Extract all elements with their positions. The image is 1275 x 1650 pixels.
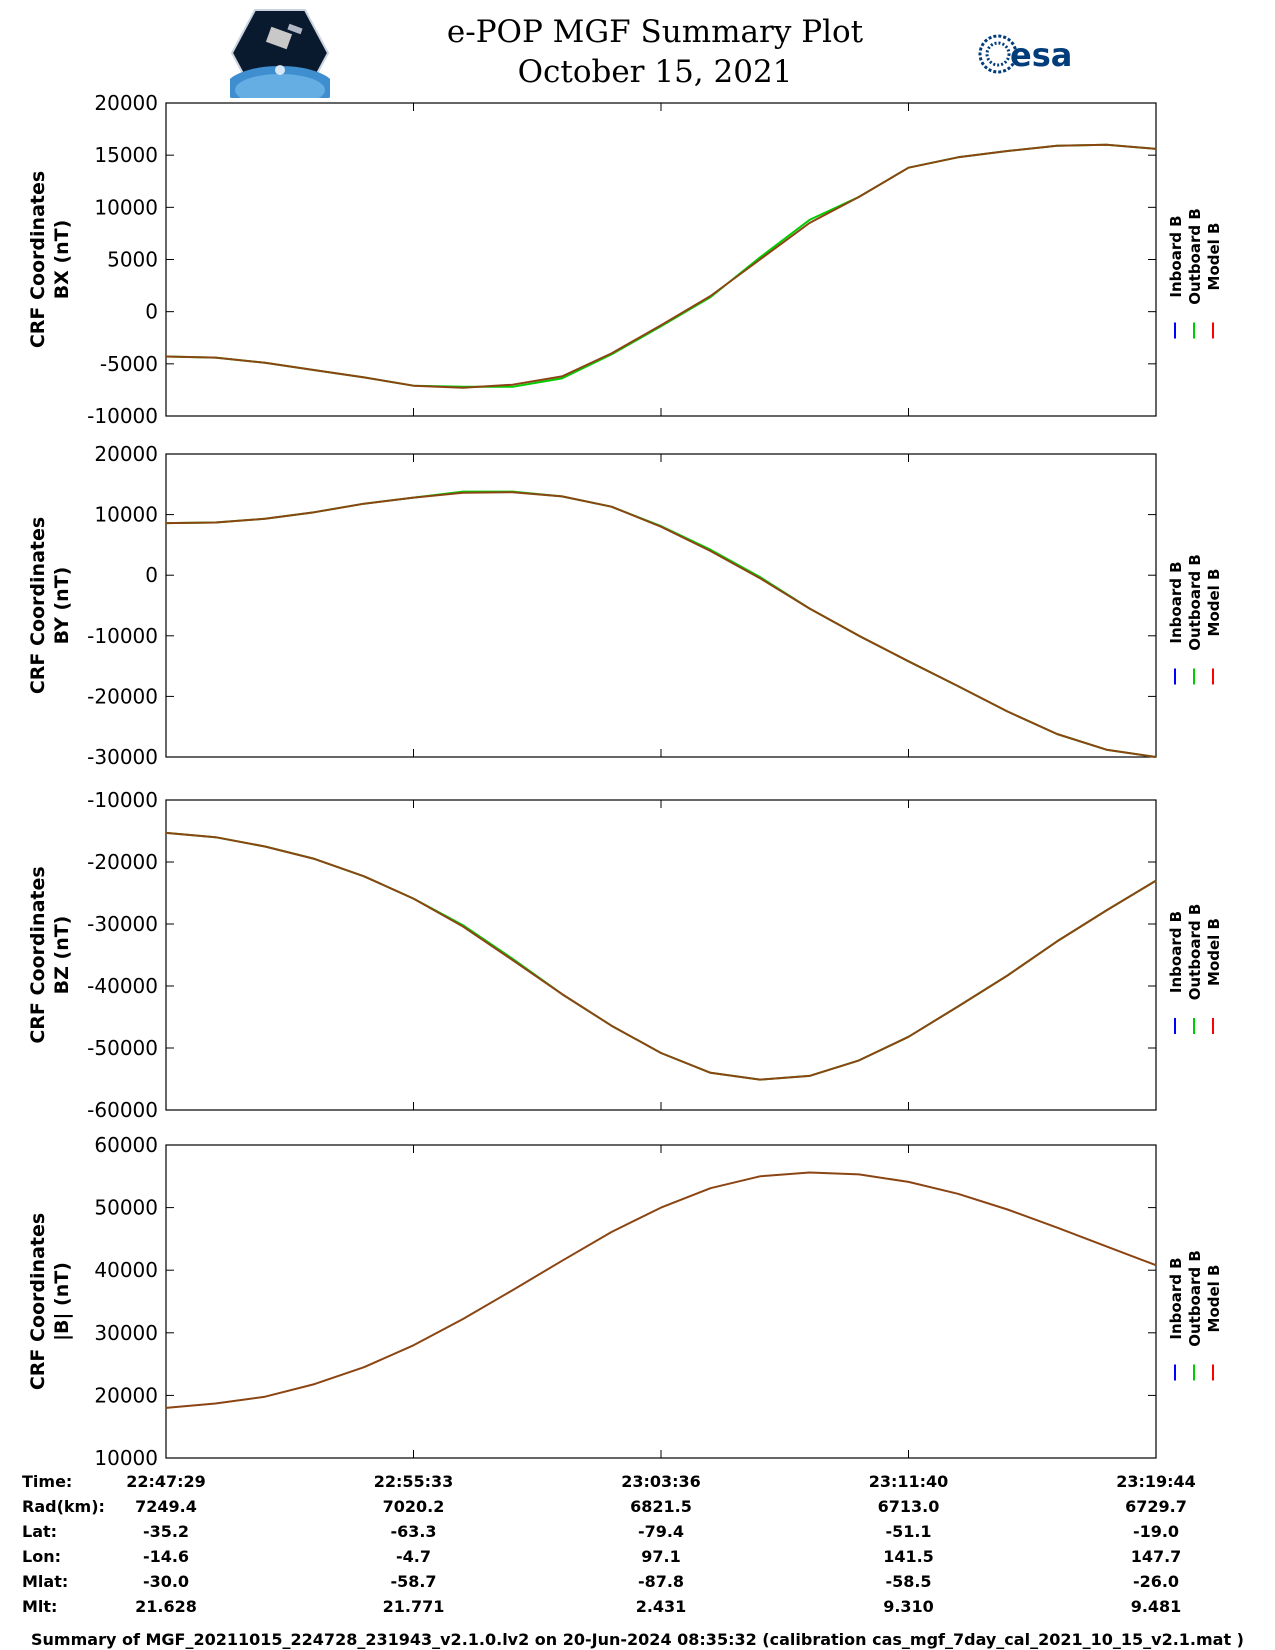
ephemeris-row-label: Mlat:: [22, 1572, 68, 1591]
ephemeris-value: 21.628: [135, 1597, 197, 1616]
ephemeris-row-label: Rad(km):: [22, 1497, 105, 1516]
esa-logo-text: esa: [1010, 36, 1072, 74]
legend-label: Inboard B: [1167, 561, 1185, 643]
y-tick-label: 0: [145, 300, 158, 324]
plot-title: e-POP MGF Summary Plot: [446, 14, 864, 50]
y-tick-label: -30000: [87, 912, 158, 936]
series-line-model-b: [165, 491, 1157, 758]
y-tick-label: 20000: [94, 442, 158, 466]
series-line-model-b: [165, 143, 1157, 389]
series-line-outboard-b: [165, 143, 1157, 388]
y-axis-label: CRF Coordinates: [27, 171, 49, 348]
y-tick-label: 0: [145, 563, 158, 587]
legend-label: Inboard B: [1167, 911, 1185, 993]
ephemeris-row-label: Lon:: [22, 1547, 61, 1566]
y-axis-label: BZ (nT): [51, 916, 73, 995]
y-tick-label: -20000: [87, 850, 158, 874]
ephemeris-value: -19.0: [1133, 1522, 1179, 1541]
ephemeris-value: -51.1: [885, 1522, 931, 1541]
series-line-model-b: [165, 831, 1157, 1081]
y-tick-label: -60000: [87, 1098, 158, 1122]
y-axis-label: CRF Coordinates: [27, 866, 49, 1043]
ephemeris-value: 141.5: [883, 1547, 934, 1566]
series-line-model-b: [165, 1171, 1157, 1409]
ephemeris-value: 23:03:36: [621, 1472, 701, 1491]
ephemeris-value: -30.0: [143, 1572, 189, 1591]
ephemeris-value: 6729.7: [1125, 1497, 1187, 1516]
ephemeris-value: -79.4: [638, 1522, 684, 1541]
ephemeris-row-label: Lat:: [22, 1522, 57, 1541]
y-tick-label: 5000: [107, 248, 158, 272]
y-axis-label: |B| (nT): [51, 1262, 73, 1341]
y-axis-label: BX (nT): [51, 220, 73, 300]
ephemeris-value: -26.0: [1133, 1572, 1179, 1591]
legend-label: Outboard B: [1186, 208, 1204, 305]
ephemeris-value: -35.2: [143, 1522, 189, 1541]
legend-label: Inboard B: [1167, 1257, 1185, 1339]
y-tick-label: -5000: [100, 352, 158, 376]
cassiope-satellite-logo: [230, 9, 330, 98]
footer-caption: Summary of MGF_20211015_224728_231943_v2…: [31, 1630, 1244, 1649]
legend-label: Model B: [1205, 918, 1223, 986]
series-line-outboard-b: [165, 490, 1157, 758]
y-tick-label: -30000: [87, 745, 158, 769]
y-axis-label: CRF Coordinates: [27, 1213, 49, 1390]
y-tick-label: -10000: [87, 624, 158, 648]
y-tick-label: 30000: [94, 1321, 158, 1345]
ephemeris-value: 9.310: [883, 1597, 934, 1616]
legend-label: Outboard B: [1186, 1250, 1204, 1347]
legend-label: Outboard B: [1186, 554, 1204, 651]
ephemeris-value: 6821.5: [630, 1497, 692, 1516]
y-tick-label: 10000: [94, 195, 158, 219]
ephemeris-value: -87.8: [638, 1572, 684, 1591]
y-tick-label: 10000: [94, 503, 158, 527]
ephemeris-value: 22:47:29: [126, 1472, 206, 1491]
ephemeris-value: 7020.2: [383, 1497, 445, 1516]
y-tick-label: 15000: [94, 143, 158, 167]
ephemeris-value: 2.431: [636, 1597, 687, 1616]
ephemeris-value: 97.1: [641, 1547, 680, 1566]
y-tick-label: -20000: [87, 684, 158, 708]
ephemeris-value: -58.7: [390, 1572, 436, 1591]
y-tick-label: -10000: [87, 788, 158, 812]
y-tick-label: -40000: [87, 974, 158, 998]
ephemeris-row-label: Mlt:: [22, 1597, 57, 1616]
legend-label: Inboard B: [1167, 215, 1185, 297]
ephemeris-value: 22:55:33: [374, 1472, 454, 1491]
y-tick-label: -10000: [87, 404, 158, 428]
esa-logo: esa: [978, 34, 1072, 74]
ephemeris-value: -63.3: [390, 1522, 436, 1541]
series-line-outboard-b: [165, 831, 1157, 1081]
ephemeris-value: 21.771: [383, 1597, 445, 1616]
ephemeris-value: -14.6: [143, 1547, 189, 1566]
y-tick-label: -50000: [87, 1036, 158, 1060]
ephemeris-row-label: Time:: [22, 1472, 72, 1491]
plot-frame-1: [165, 102, 1157, 417]
ephemeris-value: 9.481: [1131, 1597, 1182, 1616]
y-tick-label: 40000: [94, 1258, 158, 1282]
plot-frame-4: [165, 1144, 1157, 1459]
ephemeris-value: 6713.0: [878, 1497, 940, 1516]
ephemeris-value: -4.7: [396, 1547, 431, 1566]
ephemeris-value: 147.7: [1131, 1547, 1182, 1566]
y-axis-label: CRF Coordinates: [27, 517, 49, 694]
ephemeris-value: 7249.4: [135, 1497, 197, 1516]
y-tick-label: 50000: [94, 1196, 158, 1220]
legend-label: Model B: [1205, 223, 1223, 291]
y-axis-label: BY (nT): [51, 567, 73, 645]
ephemeris-value: 23:19:44: [1116, 1472, 1196, 1491]
plot-frame-3: [165, 799, 1157, 1111]
legend-label: Model B: [1205, 1265, 1223, 1333]
y-tick-label: 10000: [94, 1446, 158, 1470]
ephemeris-value: 23:11:40: [869, 1472, 949, 1491]
legend-label: Model B: [1205, 569, 1223, 637]
y-tick-label: 20000: [94, 1383, 158, 1407]
y-tick-label: 60000: [94, 1133, 158, 1157]
ephemeris-value: -58.5: [885, 1572, 931, 1591]
legend-label: Outboard B: [1186, 904, 1204, 1001]
plot-date: October 15, 2021: [517, 54, 793, 90]
y-tick-label: 20000: [94, 91, 158, 115]
